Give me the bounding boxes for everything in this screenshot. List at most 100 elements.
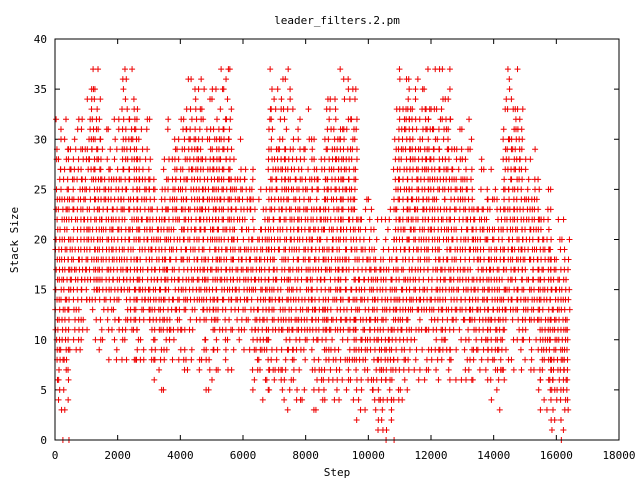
data-point xyxy=(532,146,539,153)
data-point xyxy=(143,126,150,133)
data-point xyxy=(565,296,572,303)
data-point xyxy=(477,186,484,193)
data-point xyxy=(340,216,347,223)
data-point xyxy=(139,276,146,283)
data-point xyxy=(257,186,264,193)
data-point xyxy=(497,356,504,363)
data-point xyxy=(113,346,120,353)
data-point xyxy=(533,196,540,203)
y-tick-label: 25 xyxy=(34,183,47,196)
data-point xyxy=(458,126,465,133)
data-point xyxy=(119,106,126,113)
data-point xyxy=(500,366,507,373)
data-point xyxy=(248,296,255,303)
data-point xyxy=(399,396,406,403)
data-point xyxy=(482,366,489,373)
data-point xyxy=(478,356,485,363)
data-point xyxy=(290,356,297,363)
data-point xyxy=(270,216,277,223)
data-point xyxy=(133,326,140,333)
data-point xyxy=(116,316,123,323)
data-point xyxy=(79,116,86,123)
data-point xyxy=(97,96,104,103)
data-point xyxy=(111,336,118,343)
data-point xyxy=(412,86,419,93)
data-point xyxy=(514,306,521,313)
data-point xyxy=(241,326,248,333)
data-point xyxy=(445,366,452,373)
data-point xyxy=(332,106,339,113)
data-point xyxy=(453,226,460,233)
data-point xyxy=(287,96,294,103)
data-point xyxy=(122,126,129,133)
data-point xyxy=(274,86,281,93)
data-point xyxy=(361,286,368,293)
data-point xyxy=(214,346,221,353)
data-point xyxy=(503,96,510,103)
data-point xyxy=(347,376,354,383)
data-point xyxy=(228,366,235,373)
data-point xyxy=(517,156,524,163)
data-point xyxy=(506,86,513,93)
data-point xyxy=(366,236,373,243)
data-point xyxy=(400,266,407,273)
data-point xyxy=(249,176,256,183)
data-point xyxy=(396,66,403,73)
data-point xyxy=(535,386,542,393)
data-point xyxy=(465,366,472,373)
data-point xyxy=(379,406,386,413)
data-point xyxy=(537,226,544,233)
data-point xyxy=(52,286,59,293)
data-point xyxy=(315,176,322,183)
data-point xyxy=(358,386,365,393)
data-point xyxy=(352,176,359,183)
data-point xyxy=(484,186,491,193)
data-point xyxy=(302,356,309,363)
data-point xyxy=(351,96,358,103)
data-point xyxy=(428,276,435,283)
data-point xyxy=(382,316,389,323)
data-point xyxy=(499,276,506,283)
data-point xyxy=(226,66,233,73)
data-point xyxy=(113,356,120,363)
data-point xyxy=(548,426,555,433)
data-point xyxy=(98,326,105,333)
data-point xyxy=(434,136,441,143)
data-point xyxy=(97,136,104,143)
data-point xyxy=(547,296,554,303)
data-point xyxy=(386,216,393,223)
data-point xyxy=(339,336,346,343)
data-point xyxy=(405,356,412,363)
data-point xyxy=(327,366,334,373)
data-point xyxy=(518,366,525,373)
data-point xyxy=(445,156,452,163)
data-point xyxy=(508,176,515,183)
data-point xyxy=(336,396,343,403)
data-point xyxy=(277,286,284,293)
data-point xyxy=(393,256,400,263)
data-point xyxy=(465,336,472,343)
data-point xyxy=(268,136,275,143)
data-point xyxy=(362,356,369,363)
data-point xyxy=(170,226,177,233)
data-point xyxy=(268,356,275,363)
data-point xyxy=(334,376,341,383)
data-point xyxy=(514,106,521,113)
data-point xyxy=(447,116,454,123)
data-point xyxy=(82,196,89,203)
data-point xyxy=(290,376,297,383)
x-tick-label: 8000 xyxy=(292,449,319,462)
data-point xyxy=(78,296,85,303)
data-point xyxy=(84,326,91,333)
data-point xyxy=(535,176,542,183)
data-point xyxy=(493,196,500,203)
data-point xyxy=(315,186,322,193)
data-point xyxy=(242,306,249,313)
data-point xyxy=(425,136,432,143)
data-point xyxy=(281,396,288,403)
data-point xyxy=(565,266,572,273)
data-point xyxy=(294,386,301,393)
data-point xyxy=(273,356,280,363)
data-point xyxy=(154,206,161,213)
data-point xyxy=(110,306,117,313)
